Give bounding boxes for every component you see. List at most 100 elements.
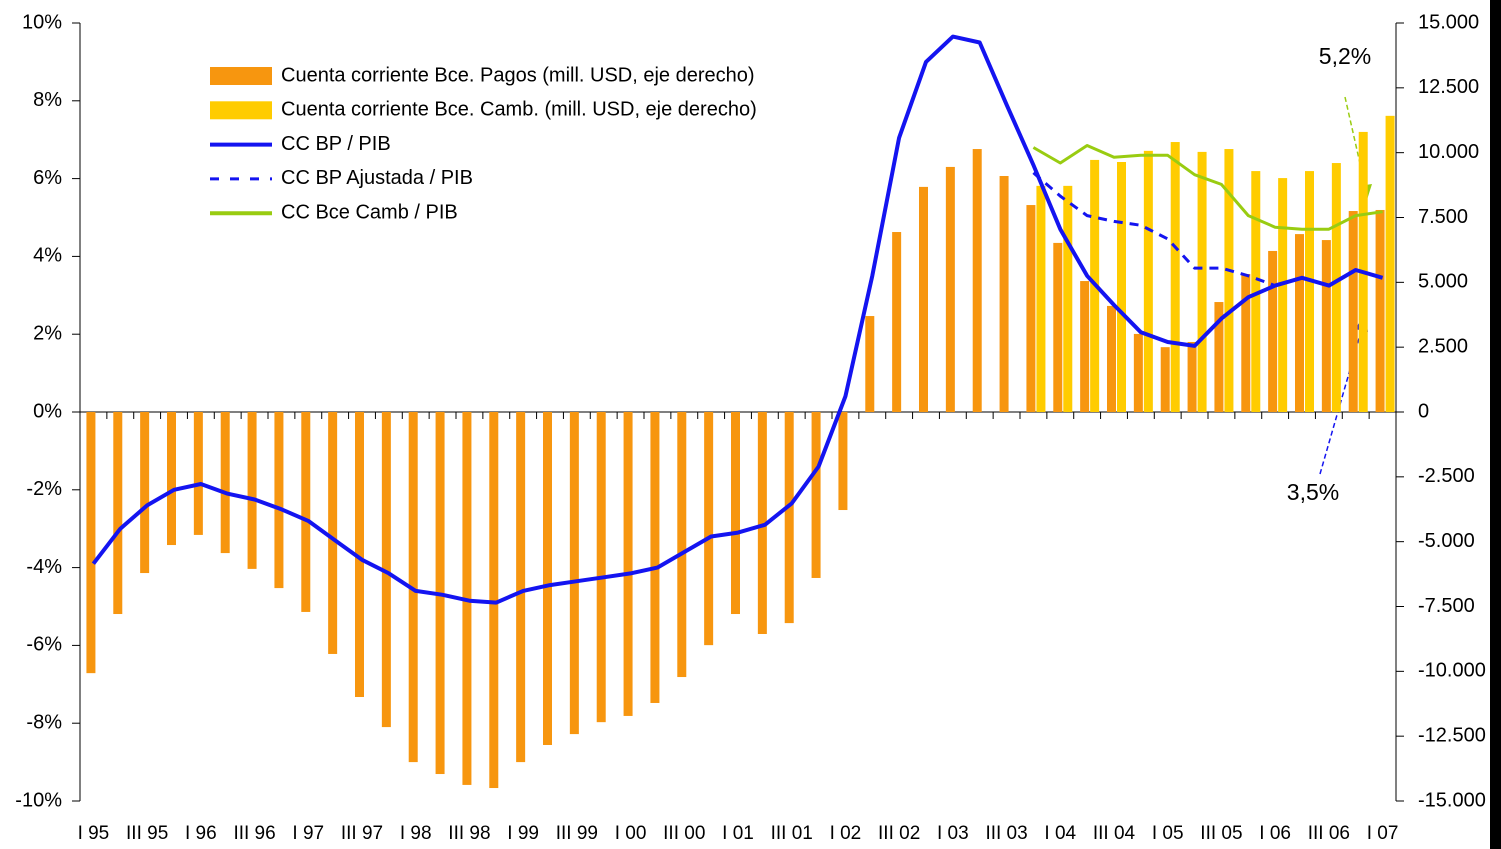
- x-tick-label: I 00: [615, 823, 647, 844]
- x-tick-label: I 95: [78, 823, 110, 844]
- y2-tick-label: -2.500: [1418, 465, 1475, 487]
- bar: [193, 412, 203, 535]
- y2-tick-label: 7.500: [1418, 206, 1468, 228]
- legend-swatch: [210, 67, 272, 85]
- bar: [999, 176, 1009, 412]
- y-tick-label: -8%: [26, 711, 62, 733]
- x-tick-label: III 98: [448, 823, 490, 844]
- bar: [1170, 142, 1180, 412]
- line: [1032, 144, 1383, 231]
- x-tick-label: I 02: [830, 823, 862, 844]
- y2-tick-label: -10.000: [1418, 660, 1486, 682]
- line: [91, 34, 1384, 605]
- y-tick-label: 10%: [22, 11, 62, 33]
- bar: [677, 412, 687, 678]
- bar: [1036, 185, 1046, 412]
- x-tick-label: III 96: [233, 823, 275, 844]
- y-tick-label: 0%: [33, 400, 62, 422]
- bar: [301, 412, 311, 612]
- bar: [1331, 163, 1341, 412]
- bar: [355, 412, 364, 698]
- y2-tick-label: 2.500: [1418, 335, 1468, 357]
- y2-tick-label: 0: [1418, 400, 1429, 422]
- bar: [1321, 240, 1331, 412]
- bar: [596, 412, 606, 723]
- bar: [1117, 162, 1126, 412]
- bar: [489, 412, 499, 789]
- bar: [1160, 347, 1170, 412]
- bar: [1295, 234, 1304, 412]
- y-tick-label: -6%: [26, 634, 62, 656]
- y-tick-label: 4%: [33, 245, 62, 267]
- bar: [865, 316, 875, 412]
- x-tick-label: III 95: [126, 823, 168, 844]
- bar: [650, 412, 660, 703]
- bar: [623, 412, 633, 716]
- y2-tick-label: 10.000: [1418, 141, 1479, 163]
- bar: [220, 412, 230, 554]
- x-tick-label: III 06: [1308, 823, 1350, 844]
- line: [1032, 171, 1276, 288]
- x-tick-label: III 03: [985, 823, 1027, 844]
- y-tick-label: -10%: [15, 789, 62, 811]
- bar: [1278, 178, 1288, 412]
- bar: [811, 412, 821, 578]
- bar: [1026, 205, 1036, 412]
- x-tick-label: III 97: [341, 823, 383, 844]
- bar: [1305, 171, 1314, 412]
- bar: [972, 149, 982, 412]
- legend-label: Cuenta corriente Bce. Pagos (mill. USD, …: [281, 64, 755, 86]
- bar: [516, 412, 526, 763]
- bar: [328, 412, 338, 654]
- x-tick-label: III 04: [1093, 823, 1136, 844]
- y2-tick-label: -15.000: [1418, 789, 1486, 811]
- bar: [1224, 149, 1234, 412]
- bar: [569, 412, 579, 735]
- annotation: 5,2%: [1319, 43, 1371, 69]
- x-tick-label: III 99: [556, 823, 598, 844]
- bar: [757, 412, 767, 634]
- bar: [1348, 211, 1358, 412]
- x-tick-label: III 02: [878, 823, 920, 844]
- bar: [1143, 150, 1153, 413]
- bar: [1385, 115, 1395, 412]
- y-tick-label: 2%: [33, 322, 62, 344]
- y2-tick-label: 5.000: [1418, 271, 1468, 293]
- x-tick-label: I 03: [937, 823, 969, 844]
- bar: [838, 412, 848, 511]
- y-tick-label: -4%: [26, 556, 62, 578]
- arrow: [1319, 327, 1363, 475]
- x-tick-label: III 00: [663, 823, 705, 844]
- bar: [1197, 151, 1207, 412]
- legend-label: CC BP Ajustada / PIB: [281, 167, 473, 189]
- x-tick-label: I 96: [185, 823, 217, 844]
- annotation: 3,5%: [1287, 479, 1339, 505]
- edge-bar: [1490, 0, 1501, 849]
- legend-label: CC BP / PIB: [281, 133, 391, 155]
- bar: [704, 412, 714, 646]
- bar: [1187, 341, 1197, 412]
- y-tick-label: 8%: [33, 89, 62, 111]
- y2-tick-label: 12.500: [1418, 76, 1479, 98]
- legend-label: CC Bce Camb / PIB: [281, 201, 458, 223]
- bar: [140, 412, 150, 574]
- y2-tick-label: 15.000: [1418, 11, 1479, 33]
- x-tick-label: I 05: [1152, 823, 1184, 844]
- x-tick-label: I 99: [507, 823, 539, 844]
- bar: [247, 412, 257, 569]
- y-tick-label: -2%: [26, 478, 62, 500]
- bar: [113, 412, 123, 615]
- legend-swatch: [210, 101, 272, 120]
- bar: [1241, 274, 1251, 412]
- x-tick-label: III 01: [771, 823, 813, 844]
- bar: [731, 412, 740, 615]
- bar: [167, 412, 176, 546]
- bar: [1375, 209, 1385, 412]
- x-tick-label: I 07: [1367, 823, 1399, 844]
- bar: [892, 232, 902, 412]
- x-tick-label: I 04: [1044, 823, 1076, 844]
- bar: [1133, 333, 1143, 412]
- bar: [1214, 302, 1224, 412]
- legend-label: Cuenta corriente Bce. Camb. (mill. USD, …: [281, 99, 757, 121]
